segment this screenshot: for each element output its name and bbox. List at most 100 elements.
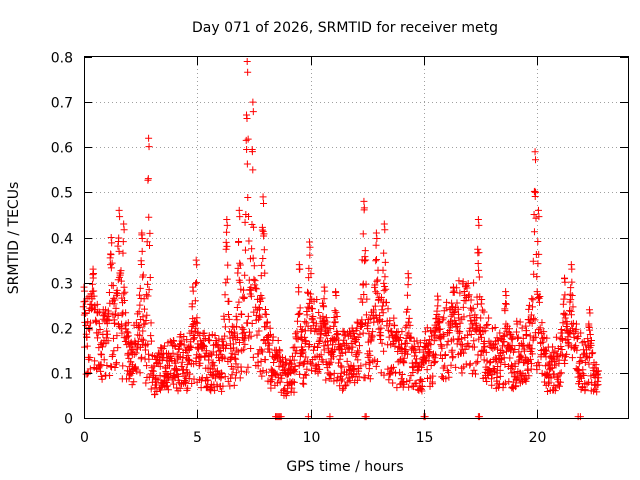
data-point [483, 378, 491, 386]
data-point [357, 362, 365, 370]
data-point [163, 382, 171, 390]
data-point [135, 308, 143, 316]
data-point [532, 214, 540, 222]
data-point [445, 373, 453, 381]
data-point [130, 350, 138, 358]
data-point [320, 295, 328, 303]
data-point [409, 383, 417, 391]
data-point [378, 306, 386, 314]
data-point [338, 349, 346, 357]
data-point [354, 333, 362, 341]
data-point [263, 318, 271, 326]
data-point [373, 289, 381, 297]
data-point [573, 346, 581, 354]
data-point [187, 344, 195, 352]
data-point [222, 279, 230, 287]
data-point [389, 379, 397, 387]
data-point [245, 276, 253, 284]
data-point [270, 358, 278, 366]
data-point [323, 318, 331, 326]
data-point [296, 304, 304, 312]
data-point [117, 267, 125, 275]
data-point [496, 380, 504, 388]
data-point [534, 294, 542, 302]
data-point [307, 290, 315, 298]
data-point [221, 354, 229, 362]
data-point [427, 362, 435, 370]
data-point [482, 321, 490, 329]
data-point [465, 291, 473, 299]
data-point [223, 221, 231, 229]
data-point [235, 206, 243, 214]
data-point [201, 335, 209, 343]
data-point [452, 363, 460, 371]
plot-frame [84, 56, 629, 419]
y-tick-label: 0.2 [51, 322, 73, 338]
data-point [257, 346, 265, 354]
data-point [390, 314, 398, 322]
data-point [282, 392, 290, 400]
data-point [119, 249, 127, 257]
data-point [268, 376, 276, 384]
data-point [457, 340, 465, 348]
data-point [572, 320, 580, 328]
data-point [314, 361, 322, 369]
data-point [111, 319, 119, 327]
data-point [211, 331, 219, 339]
y-tick-label: 0 [64, 412, 73, 428]
data-point [385, 376, 393, 384]
data-point [241, 271, 249, 279]
data-point [245, 237, 253, 245]
data-point [251, 284, 259, 292]
data-point [524, 342, 532, 350]
data-point [172, 359, 180, 367]
data-point [288, 352, 296, 360]
data-point [456, 319, 464, 327]
data-point [561, 360, 569, 368]
data-point [594, 381, 602, 389]
data-point [433, 324, 441, 332]
data-point [525, 305, 533, 313]
data-point [532, 333, 540, 341]
data-point [360, 290, 368, 298]
data-point [277, 357, 285, 365]
data-point [113, 332, 121, 340]
data-point [135, 291, 143, 299]
data-point [372, 241, 380, 249]
data-point [144, 280, 152, 288]
data-point [238, 324, 246, 332]
data-point [594, 367, 602, 375]
data-point [478, 306, 486, 314]
data-point [561, 278, 569, 286]
data-point [142, 316, 150, 324]
data-point [258, 294, 266, 302]
data-point [308, 367, 316, 375]
data-point [466, 312, 474, 320]
data-point [441, 351, 449, 359]
data-point [353, 376, 361, 384]
data-point [437, 341, 445, 349]
data-point [316, 365, 324, 373]
data-point [135, 322, 143, 330]
data-point [482, 348, 490, 356]
data-point [299, 348, 307, 356]
data-point [359, 298, 367, 306]
data-point [567, 296, 575, 304]
data-point [87, 319, 95, 327]
data-point [392, 369, 400, 377]
data-point [252, 311, 260, 319]
data-point [330, 369, 338, 377]
x-axis-label: GPS time / hours [286, 459, 403, 475]
data-point [533, 273, 541, 281]
data-point [353, 318, 361, 326]
data-point [114, 290, 122, 298]
data-point [238, 311, 246, 319]
data-point [240, 286, 248, 294]
data-point [239, 325, 247, 333]
data-point [253, 285, 261, 293]
data-point [455, 314, 463, 322]
data-point [236, 213, 244, 221]
data-point [496, 329, 504, 337]
data-point [146, 229, 154, 237]
data-point [140, 336, 148, 344]
